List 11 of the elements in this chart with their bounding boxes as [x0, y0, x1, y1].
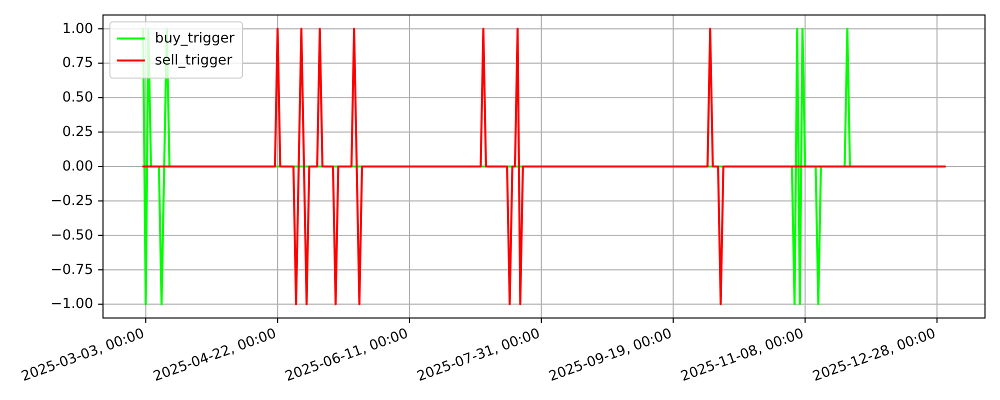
- y-tick-label: 0.75: [62, 55, 94, 72]
- y-tick-label: 0.00: [62, 158, 94, 174]
- y-tick-label: 0.50: [62, 90, 94, 106]
- y-tick-label: −0.25: [50, 192, 94, 209]
- y-tick-label: −1.00: [50, 296, 94, 312]
- legend-label: buy_trigger: [154, 30, 235, 46]
- legend-label: sell_trigger: [154, 52, 232, 68]
- y-tick-label: −0.75: [50, 262, 94, 278]
- y-tick-label: 1.00: [62, 20, 94, 37]
- y-tick-label: −0.50: [50, 227, 94, 244]
- y-tick-label: 0.25: [62, 124, 94, 140]
